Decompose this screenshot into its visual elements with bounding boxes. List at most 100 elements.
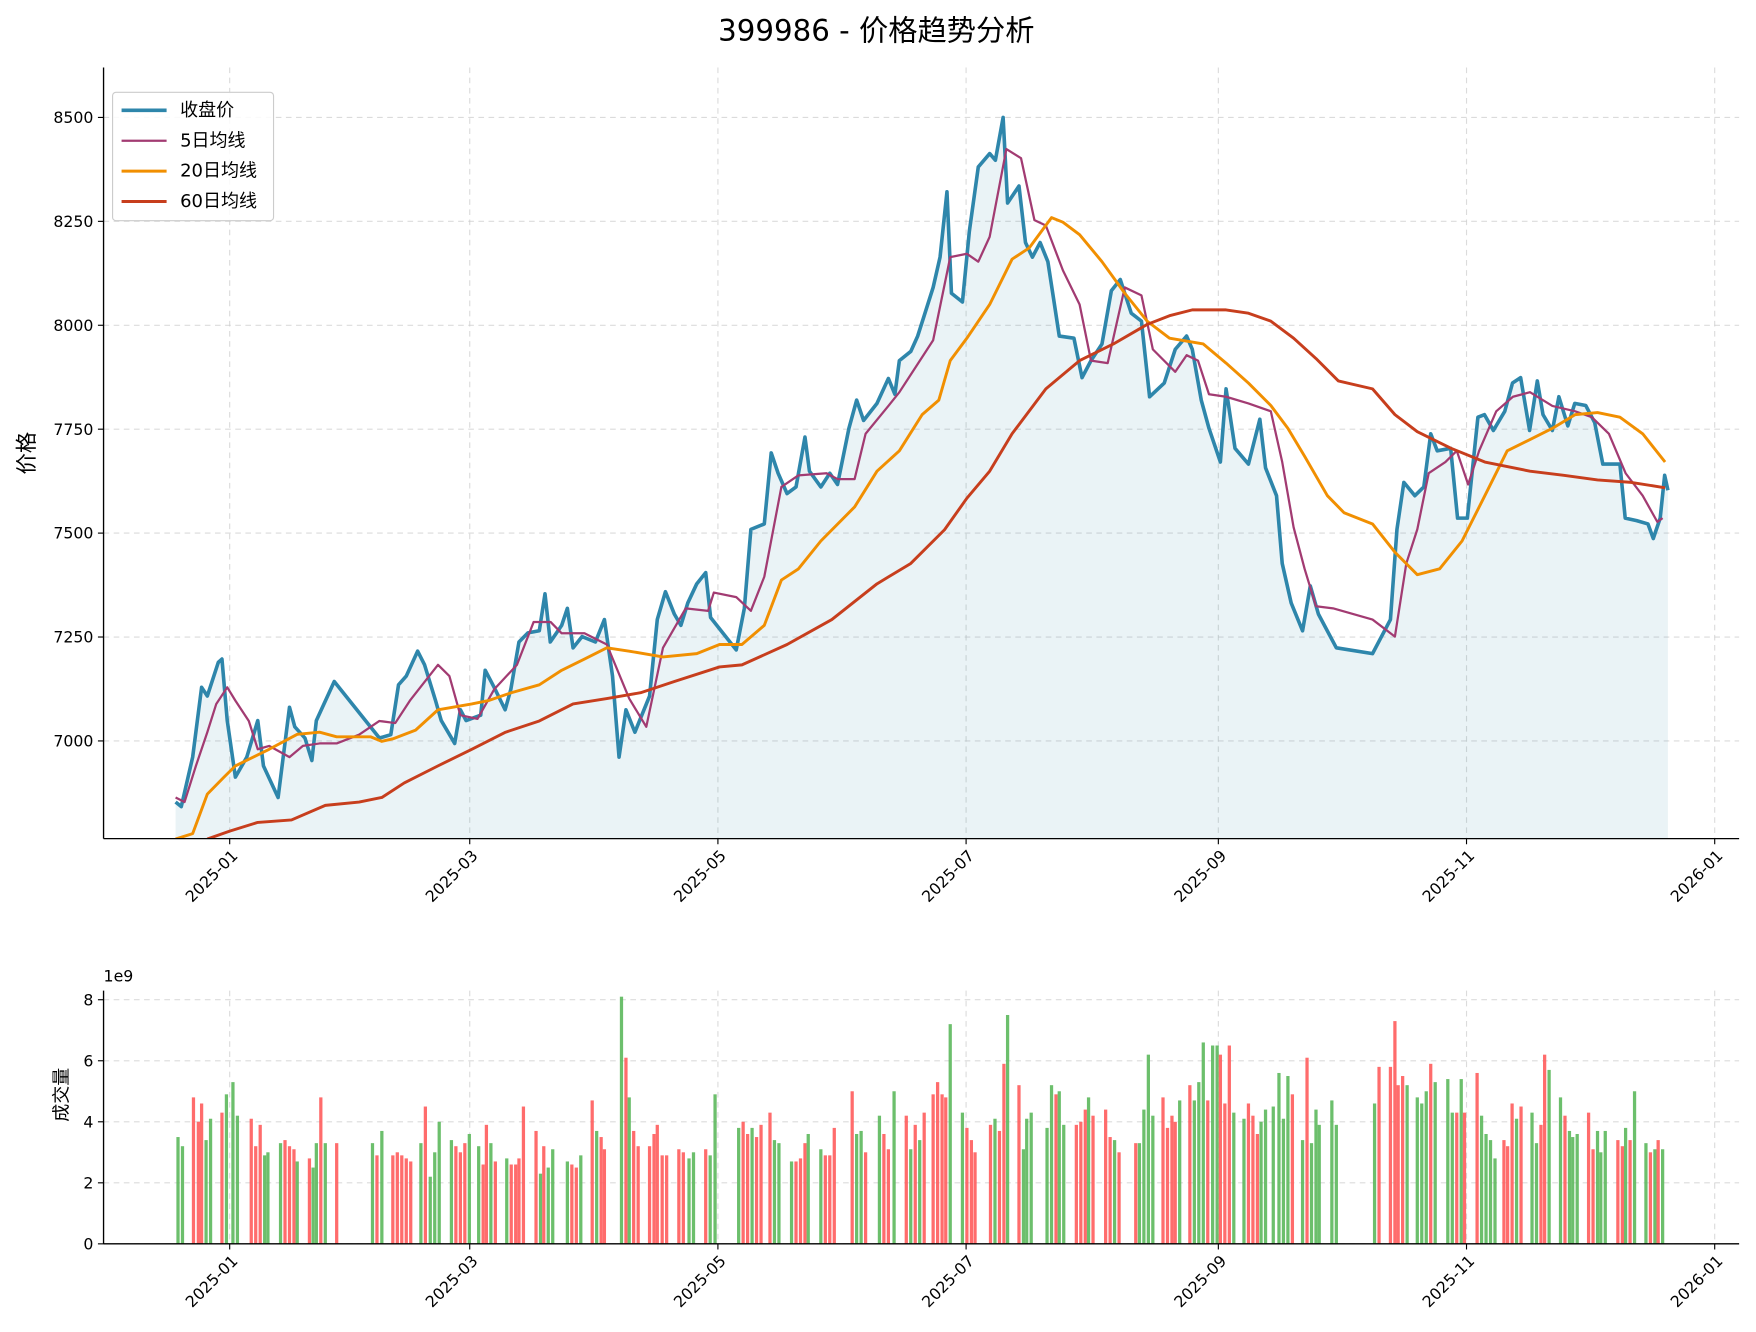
y-tick-label: 8500: [53, 108, 93, 127]
volume-bar: [307, 1158, 312, 1244]
volume-bar: [823, 1155, 827, 1244]
volume-bar: [546, 1167, 550, 1244]
volume-bar: [1632, 1091, 1637, 1244]
volume-bar: [713, 1094, 717, 1244]
volume-bar: [1025, 1118, 1029, 1244]
volume-bar: [1455, 1112, 1459, 1244]
volume-bar: [1091, 1115, 1095, 1244]
volume-bar: [863, 1152, 868, 1244]
volume-bar: [1134, 1143, 1138, 1244]
volume-bar: [1415, 1097, 1419, 1244]
volume-bar: [944, 1097, 948, 1244]
series-line: [175, 147, 1664, 804]
volume-bar: [1450, 1112, 1454, 1244]
y-axis-label: 价格: [15, 432, 40, 475]
volume-bar: [855, 1133, 859, 1244]
volume-bar: [1586, 1112, 1591, 1244]
volume-bar: [892, 1091, 896, 1244]
volume-bar: [1246, 1103, 1251, 1244]
x-tick-label: 2025-07: [918, 846, 978, 906]
volume-bar: [777, 1143, 781, 1244]
volume-bar: [1286, 1076, 1290, 1244]
volume-bar: [514, 1164, 518, 1244]
volume-bar: [220, 1112, 224, 1244]
volume-bar: [1242, 1118, 1246, 1244]
volume-bar: [1446, 1079, 1450, 1244]
volume-bar: [191, 1097, 196, 1244]
volume-bar: [602, 1149, 607, 1244]
volume-bar: [278, 1143, 283, 1244]
volume-bar: [965, 1127, 969, 1244]
volume-bar: [759, 1124, 763, 1244]
volume-bar: [1484, 1133, 1488, 1244]
x-tick-label: 2025-11: [1418, 1251, 1478, 1311]
x-tick-label: 2026-01: [1667, 846, 1727, 906]
volume-bar: [687, 1158, 691, 1244]
volume-bar: [619, 996, 624, 1244]
volume-bar: [489, 1143, 493, 1244]
y-tick-label: 7500: [53, 524, 93, 543]
volume-bar: [370, 1143, 375, 1244]
volume-bar: [409, 1161, 413, 1244]
volume-bar: [1062, 1124, 1066, 1244]
volume-bar: [1057, 1091, 1061, 1244]
volume-bar: [647, 1146, 652, 1244]
volume-bar: [292, 1149, 296, 1244]
volume-bar: [988, 1124, 993, 1244]
y-tick-label: 4: [83, 1112, 93, 1131]
volume-bar: [551, 1149, 555, 1244]
y-tick-label: 0: [83, 1234, 93, 1253]
volume-bar: [521, 1106, 526, 1244]
volume-bar: [204, 1140, 208, 1244]
volume-bar: [1543, 1054, 1547, 1244]
volume-bar: [969, 1140, 974, 1244]
volume-bar: [677, 1149, 681, 1244]
volume-bar: [1211, 1045, 1215, 1244]
volume-bar: [832, 1127, 836, 1244]
volume-bar: [1433, 1082, 1437, 1244]
volume-bar: [1086, 1097, 1091, 1244]
volume-bar: [803, 1143, 807, 1244]
volume-bar: [1530, 1112, 1534, 1244]
volume-bar: [180, 1146, 185, 1244]
volume-bar: [1108, 1137, 1112, 1244]
x-tick-label: 2025-01: [182, 846, 242, 906]
volume-bar: [1616, 1140, 1620, 1244]
legend-box: [112, 91, 275, 222]
series-line: [175, 216, 1667, 839]
volume-bar: [595, 1130, 599, 1244]
volume-bar: [249, 1118, 253, 1244]
volume-bar: [997, 1130, 1002, 1244]
volume-bar: [789, 1161, 794, 1244]
volume-bar: [1534, 1143, 1539, 1244]
volume-bar: [1393, 1021, 1397, 1244]
volume-bar: [534, 1130, 538, 1244]
volume-bar: [794, 1161, 798, 1244]
volume-bar: [1079, 1121, 1083, 1244]
volume-bar: [311, 1167, 315, 1244]
volume-bar: [750, 1127, 754, 1244]
volume-bar: [428, 1176, 432, 1244]
volume-bar: [652, 1133, 656, 1244]
volume-bar: [1112, 1140, 1117, 1244]
volume-bar: [231, 1082, 235, 1244]
volume-bar: [419, 1143, 423, 1244]
volume-bar: [704, 1149, 708, 1244]
volume-bar: [1137, 1143, 1142, 1244]
volume-bar: [283, 1140, 287, 1244]
volume-bar: [1505, 1146, 1510, 1244]
volume-bar: [224, 1094, 229, 1244]
volume-bar: [395, 1152, 399, 1244]
volume-bar: [1215, 1045, 1219, 1244]
volume-bar: [477, 1146, 481, 1244]
volume-bar: [1653, 1149, 1657, 1244]
volume-bar: [1405, 1085, 1409, 1244]
volume-bar: [380, 1130, 384, 1244]
volume-bar: [850, 1091, 854, 1244]
volume-bar: [570, 1164, 574, 1244]
volume-bar: [375, 1155, 379, 1244]
volume-bar: [454, 1146, 458, 1244]
volume-bar: [819, 1149, 823, 1244]
